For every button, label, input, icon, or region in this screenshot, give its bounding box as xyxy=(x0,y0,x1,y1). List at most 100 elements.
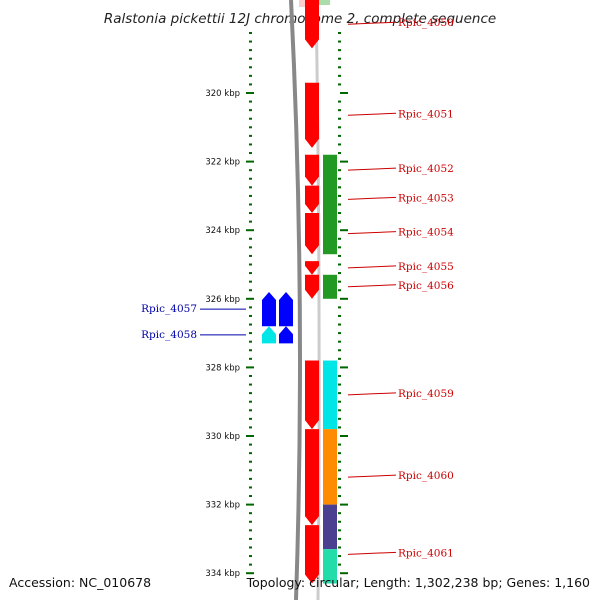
cog-block-3 xyxy=(323,360,337,430)
tick-minor-right xyxy=(338,272,341,275)
tick-minor-left xyxy=(249,443,252,446)
gene-leader-rpic-4059 xyxy=(347,392,397,396)
gene-rpic-4051 xyxy=(305,82,319,148)
tick-minor-right xyxy=(338,349,341,352)
tick-minor-right xyxy=(338,555,341,558)
tick-minor-right xyxy=(338,512,341,515)
gene-label-rpic-4056: Rpic_4056 xyxy=(398,280,454,292)
tick-minor-left xyxy=(249,237,252,240)
tick-minor-right xyxy=(338,126,341,129)
tick-minor-left xyxy=(249,280,252,283)
tick-label-324: 324 kbp xyxy=(205,226,240,236)
tick-minor-left xyxy=(249,83,252,86)
tick-minor-left xyxy=(249,186,252,189)
tick-minor-right xyxy=(338,143,341,146)
tick-minor-left xyxy=(249,512,252,515)
gene-rpic-4057-part-2 xyxy=(279,291,293,327)
tick-minor-right xyxy=(338,383,341,386)
gene-labels: Rpic_4050 Rpic_4051 Rpic_4052 Rpic_4053 Rpic… xyxy=(141,17,454,559)
tick-label-320: 320 kbp xyxy=(205,89,240,99)
tick-minor-left xyxy=(249,194,252,197)
tick-minor-right xyxy=(338,246,341,249)
tick-minor-left xyxy=(249,409,252,412)
tick-minor-right xyxy=(338,169,341,172)
tick-minor-right xyxy=(338,40,341,43)
tick-minor-right xyxy=(338,537,341,540)
gene-rpic-4053 xyxy=(305,185,319,214)
tick-major-left-330 xyxy=(246,435,254,437)
tick-major-left-326 xyxy=(246,297,254,300)
tick-minor-right xyxy=(338,495,341,498)
gene-label-rpic-4055: Rpic_4055 xyxy=(398,261,454,273)
cog-block-5 xyxy=(323,504,337,550)
tick-minor-left xyxy=(249,392,252,395)
tick-major-right-320 xyxy=(340,92,348,94)
tick-minor-left xyxy=(249,563,252,566)
tick-minor-right xyxy=(338,340,341,343)
gene-leader-rpic-4060 xyxy=(347,474,397,478)
tick-minor-right xyxy=(338,546,341,549)
gene-rpic-4052 xyxy=(305,154,319,186)
gene-label-rpic-4054: Rpic_4054 xyxy=(398,227,454,239)
tick-minor-left xyxy=(249,246,252,249)
tick-minor-right xyxy=(338,31,341,34)
tick-minor-right xyxy=(338,563,341,566)
tick-minor-left xyxy=(249,520,252,523)
tick-minor-left xyxy=(249,40,252,43)
tick-minor-right xyxy=(338,254,341,257)
gene-rpic-4054 xyxy=(305,213,319,255)
tick-minor-left xyxy=(249,169,252,172)
gene-leader-rpic-4055 xyxy=(347,265,397,269)
tick-minor-right xyxy=(338,460,341,463)
tick-minor-right xyxy=(338,520,341,523)
tick-minor-right xyxy=(338,314,341,317)
cog-block-6 xyxy=(323,549,337,584)
tick-minor-left xyxy=(249,469,252,472)
gene-leader-rpic-4054 xyxy=(347,231,397,235)
tick-minor-left xyxy=(249,126,252,129)
gene-rpic-4057-part-1 xyxy=(262,291,276,327)
gene-label-rpic-4059: Rpic_4059 xyxy=(398,388,454,400)
tick-minor-right xyxy=(338,306,341,309)
map-title: Ralstonia pickettii 12J chromosome 2, co… xyxy=(104,11,496,27)
tick-minor-right xyxy=(338,529,341,532)
tick-label-334: 334 kbp xyxy=(205,569,240,579)
tick-minor-right xyxy=(338,280,341,283)
gene-leader-rpic-4052 xyxy=(347,167,397,171)
tick-minor-left xyxy=(249,49,252,52)
tick-minor-left xyxy=(249,452,252,455)
tick-minor-left xyxy=(249,143,252,146)
tick-minor-right xyxy=(338,323,341,326)
tick-major-right-326 xyxy=(340,297,348,300)
tick-minor-left xyxy=(249,417,252,420)
tick-minor-right xyxy=(338,186,341,189)
tick-minor-left xyxy=(249,323,252,326)
tick-minor-left xyxy=(249,57,252,60)
tick-minor-right xyxy=(338,66,341,69)
tick-minor-right xyxy=(338,220,341,223)
tick-minor-right xyxy=(338,409,341,412)
tick-minor-right xyxy=(338,417,341,420)
tick-minor-left xyxy=(249,340,252,343)
tick-minor-left xyxy=(249,177,252,180)
cog-block-1 xyxy=(323,154,337,255)
tick-major-right-322 xyxy=(340,160,348,163)
gene-leader-rpic-4061 xyxy=(347,551,397,555)
gene-track xyxy=(262,0,319,584)
tick-minor-right xyxy=(338,152,341,155)
gene-rpic-4059 xyxy=(305,360,319,430)
tick-minor-right xyxy=(338,117,341,120)
tick-label-332: 332 kbp xyxy=(205,501,240,511)
tick-major-left-328 xyxy=(246,366,254,369)
tick-minor-left xyxy=(249,212,252,215)
tick-minor-right xyxy=(338,134,341,137)
tick-minor-left xyxy=(249,349,252,352)
accession-text: Accession: NC_010678 xyxy=(9,575,151,590)
tick-minor-right xyxy=(338,263,341,266)
tick-minor-right xyxy=(338,212,341,215)
tick-minor-right xyxy=(338,332,341,335)
gene-leader-rpic-4056 xyxy=(347,284,397,288)
tick-label-328: 328 kbp xyxy=(205,363,240,373)
tick-minor-right xyxy=(338,392,341,395)
tick-minor-left xyxy=(249,460,252,463)
